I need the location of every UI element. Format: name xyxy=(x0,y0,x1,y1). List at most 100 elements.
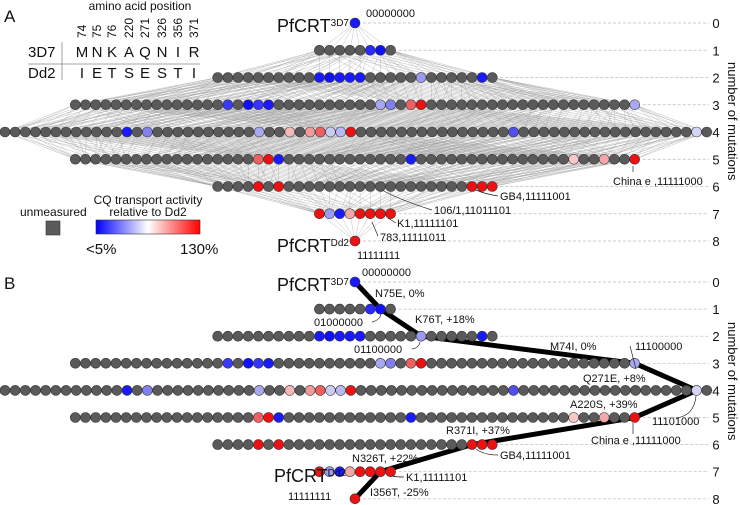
hypercube-edge xyxy=(400,159,554,187)
hypercube-edge xyxy=(492,77,635,105)
genotype-node xyxy=(345,385,357,396)
genotype-node xyxy=(598,412,610,423)
hypercube-edge xyxy=(339,186,361,214)
hypercube-edge xyxy=(157,104,300,133)
hypercube-edge xyxy=(227,186,320,214)
genotype-node xyxy=(385,181,396,192)
genotype-node xyxy=(619,412,630,423)
genotype-node xyxy=(335,126,346,138)
genotype-node xyxy=(273,72,285,83)
genotype-node xyxy=(81,385,92,396)
genotype-node xyxy=(354,330,366,342)
genotype-node xyxy=(283,357,295,369)
genotype-node xyxy=(415,330,427,342)
genotype-node xyxy=(80,357,91,369)
genotype-node xyxy=(457,126,468,138)
genotype-node xyxy=(385,357,396,369)
hypercube-edge xyxy=(227,131,331,160)
genotype-node xyxy=(467,126,479,138)
genotype-node xyxy=(691,385,702,396)
hypercube-edge xyxy=(371,104,473,133)
mutation-count-label: 1 xyxy=(712,43,719,58)
hypercube-edge xyxy=(217,131,311,160)
hypercube-edge xyxy=(461,159,625,187)
hypercube-edge xyxy=(187,131,280,160)
genotype-node xyxy=(90,153,101,165)
genotype-node xyxy=(598,153,610,165)
hypercube-edge xyxy=(227,159,249,187)
genotype-node xyxy=(152,385,163,396)
genotype-node xyxy=(212,181,224,192)
genotype-node xyxy=(334,181,346,192)
genotype-node xyxy=(527,357,539,369)
genotype-node xyxy=(100,357,112,369)
genotype-node xyxy=(100,412,112,423)
genotype-node xyxy=(192,153,203,165)
hypercube-edge xyxy=(126,159,340,187)
genotype-node xyxy=(375,99,386,111)
genotype-node xyxy=(293,72,305,83)
hypercube-edge xyxy=(370,77,412,105)
hypercube-edge xyxy=(136,159,228,187)
hypercube-edge xyxy=(248,50,350,78)
genotype-node xyxy=(395,357,407,369)
hypercube-edge xyxy=(339,131,484,160)
genotype-node xyxy=(385,330,396,342)
genotype-node xyxy=(395,439,407,450)
genotype-node xyxy=(355,126,367,138)
genotype-node xyxy=(548,412,559,423)
genotype-node xyxy=(578,99,590,111)
hypercube-edge xyxy=(136,131,158,160)
residue: I xyxy=(80,65,84,82)
genotype-node xyxy=(386,385,397,396)
pfcrt-dd2-label-b: PfCRTDd2 xyxy=(274,466,346,486)
genotype-node xyxy=(395,330,407,342)
genotype-node xyxy=(283,153,295,165)
genotype-node xyxy=(242,153,254,165)
genotype-node xyxy=(620,385,631,396)
hypercube-edge xyxy=(533,104,574,133)
genotype-node xyxy=(202,412,213,423)
hypercube-edge xyxy=(258,77,361,105)
genotype-node xyxy=(354,208,366,220)
genotype-node xyxy=(508,385,519,396)
genotype-node xyxy=(487,126,499,138)
genotype-node xyxy=(212,330,224,342)
genotype-node xyxy=(192,357,203,369)
hypercube-edge xyxy=(482,77,564,105)
hypercube-edge xyxy=(512,131,656,160)
genotype-node xyxy=(629,412,640,423)
hypercube-edge xyxy=(400,159,564,187)
hypercube-edge xyxy=(380,159,534,187)
hypercube-edge xyxy=(278,186,320,214)
genotype-node xyxy=(436,181,447,192)
genotype-node xyxy=(222,181,234,192)
genotype-node xyxy=(253,385,265,396)
hypercube-edge xyxy=(360,159,503,187)
genotype-node xyxy=(334,439,346,450)
genotype-node xyxy=(70,412,81,423)
hypercube-edge xyxy=(370,159,513,187)
hypercube-edge xyxy=(197,131,300,160)
genotype-node xyxy=(476,153,488,165)
hypercube-edge xyxy=(482,159,635,187)
hypercube-edge xyxy=(187,131,270,160)
hypercube-edge xyxy=(390,159,534,187)
genotype-node xyxy=(548,385,560,396)
genotype-node xyxy=(456,330,468,342)
genotype-node xyxy=(70,99,81,111)
genotype-node xyxy=(558,153,569,165)
genotype-node xyxy=(222,330,234,342)
genotype-node xyxy=(335,385,346,396)
mutation-count-label: 2 xyxy=(712,71,719,86)
hypercube-edge xyxy=(471,159,635,187)
genotype-node xyxy=(40,385,51,396)
hypercube-edge xyxy=(298,186,330,214)
residue: E xyxy=(140,65,150,82)
table-title: amino acid position xyxy=(89,0,192,13)
genotype-node xyxy=(90,412,101,423)
genotype-node xyxy=(314,153,325,165)
genotype-node xyxy=(324,44,335,56)
hypercube-edge xyxy=(45,131,76,160)
hypercube-edge xyxy=(472,104,554,133)
